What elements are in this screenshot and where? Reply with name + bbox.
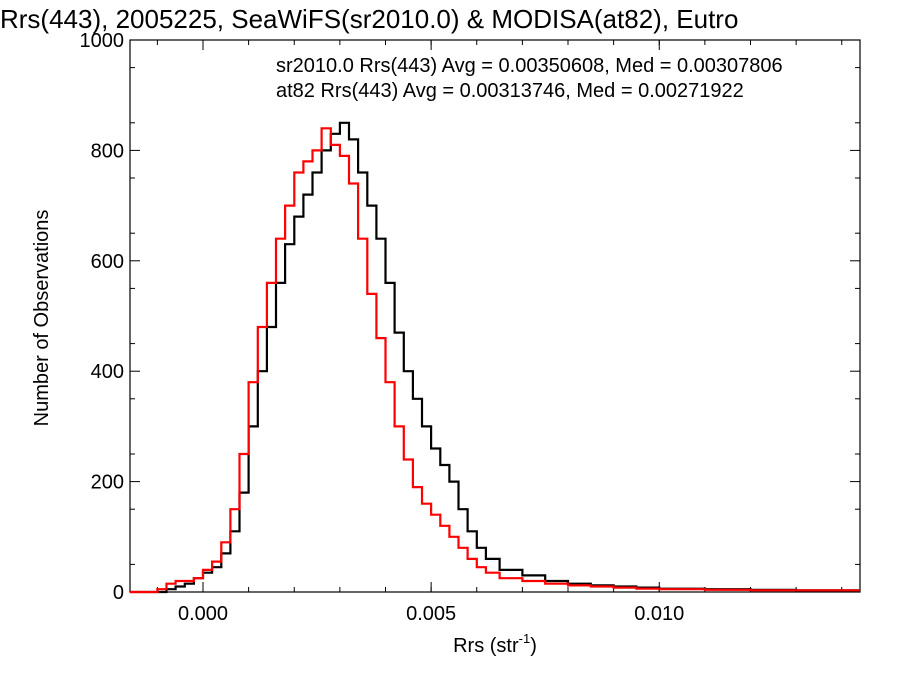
- x-tick-label: 0.010: [634, 603, 684, 625]
- series-lines: [130, 121, 860, 594]
- legend-entry-sr2010: sr2010.0 Rrs(443) Avg = 0.00350608, Med …: [276, 55, 783, 77]
- x-axis-label-main: Rrs (str: [453, 635, 519, 657]
- legend-entry-at82: at82 Rrs(443) Avg = 0.00313746, Med = 0.…: [276, 80, 744, 102]
- series-line-at82: [130, 127, 860, 594]
- y-axis-label: Number of Observations: [31, 210, 53, 427]
- x-axis-label: Rrs (str-1): [453, 631, 537, 657]
- x-tick-label: 0.000: [178, 603, 228, 625]
- series-line-sr2010-0: [130, 121, 860, 594]
- plot-border: [129, 39, 861, 593]
- chart-title: Rrs(443), 2005225, SeaWiFS(sr2010.0) & M…: [0, 4, 738, 34]
- x-axis-label-close: ): [530, 635, 537, 657]
- plot-frame: [129, 39, 861, 593]
- y-tick-label: 1000: [80, 30, 125, 52]
- y-tick-label: 400: [91, 361, 124, 383]
- y-tick-label: 600: [91, 251, 124, 273]
- y-tick-label: 800: [91, 140, 124, 162]
- y-tick-label: 200: [91, 472, 124, 494]
- x-tick-label: 0.005: [406, 603, 456, 625]
- axis-ticks: 0.000 0.005 0.010 0 200 400 600 800 1000: [80, 30, 860, 625]
- y-tick-label: 0: [113, 582, 124, 604]
- x-axis-label-superscript: -1: [519, 631, 531, 646]
